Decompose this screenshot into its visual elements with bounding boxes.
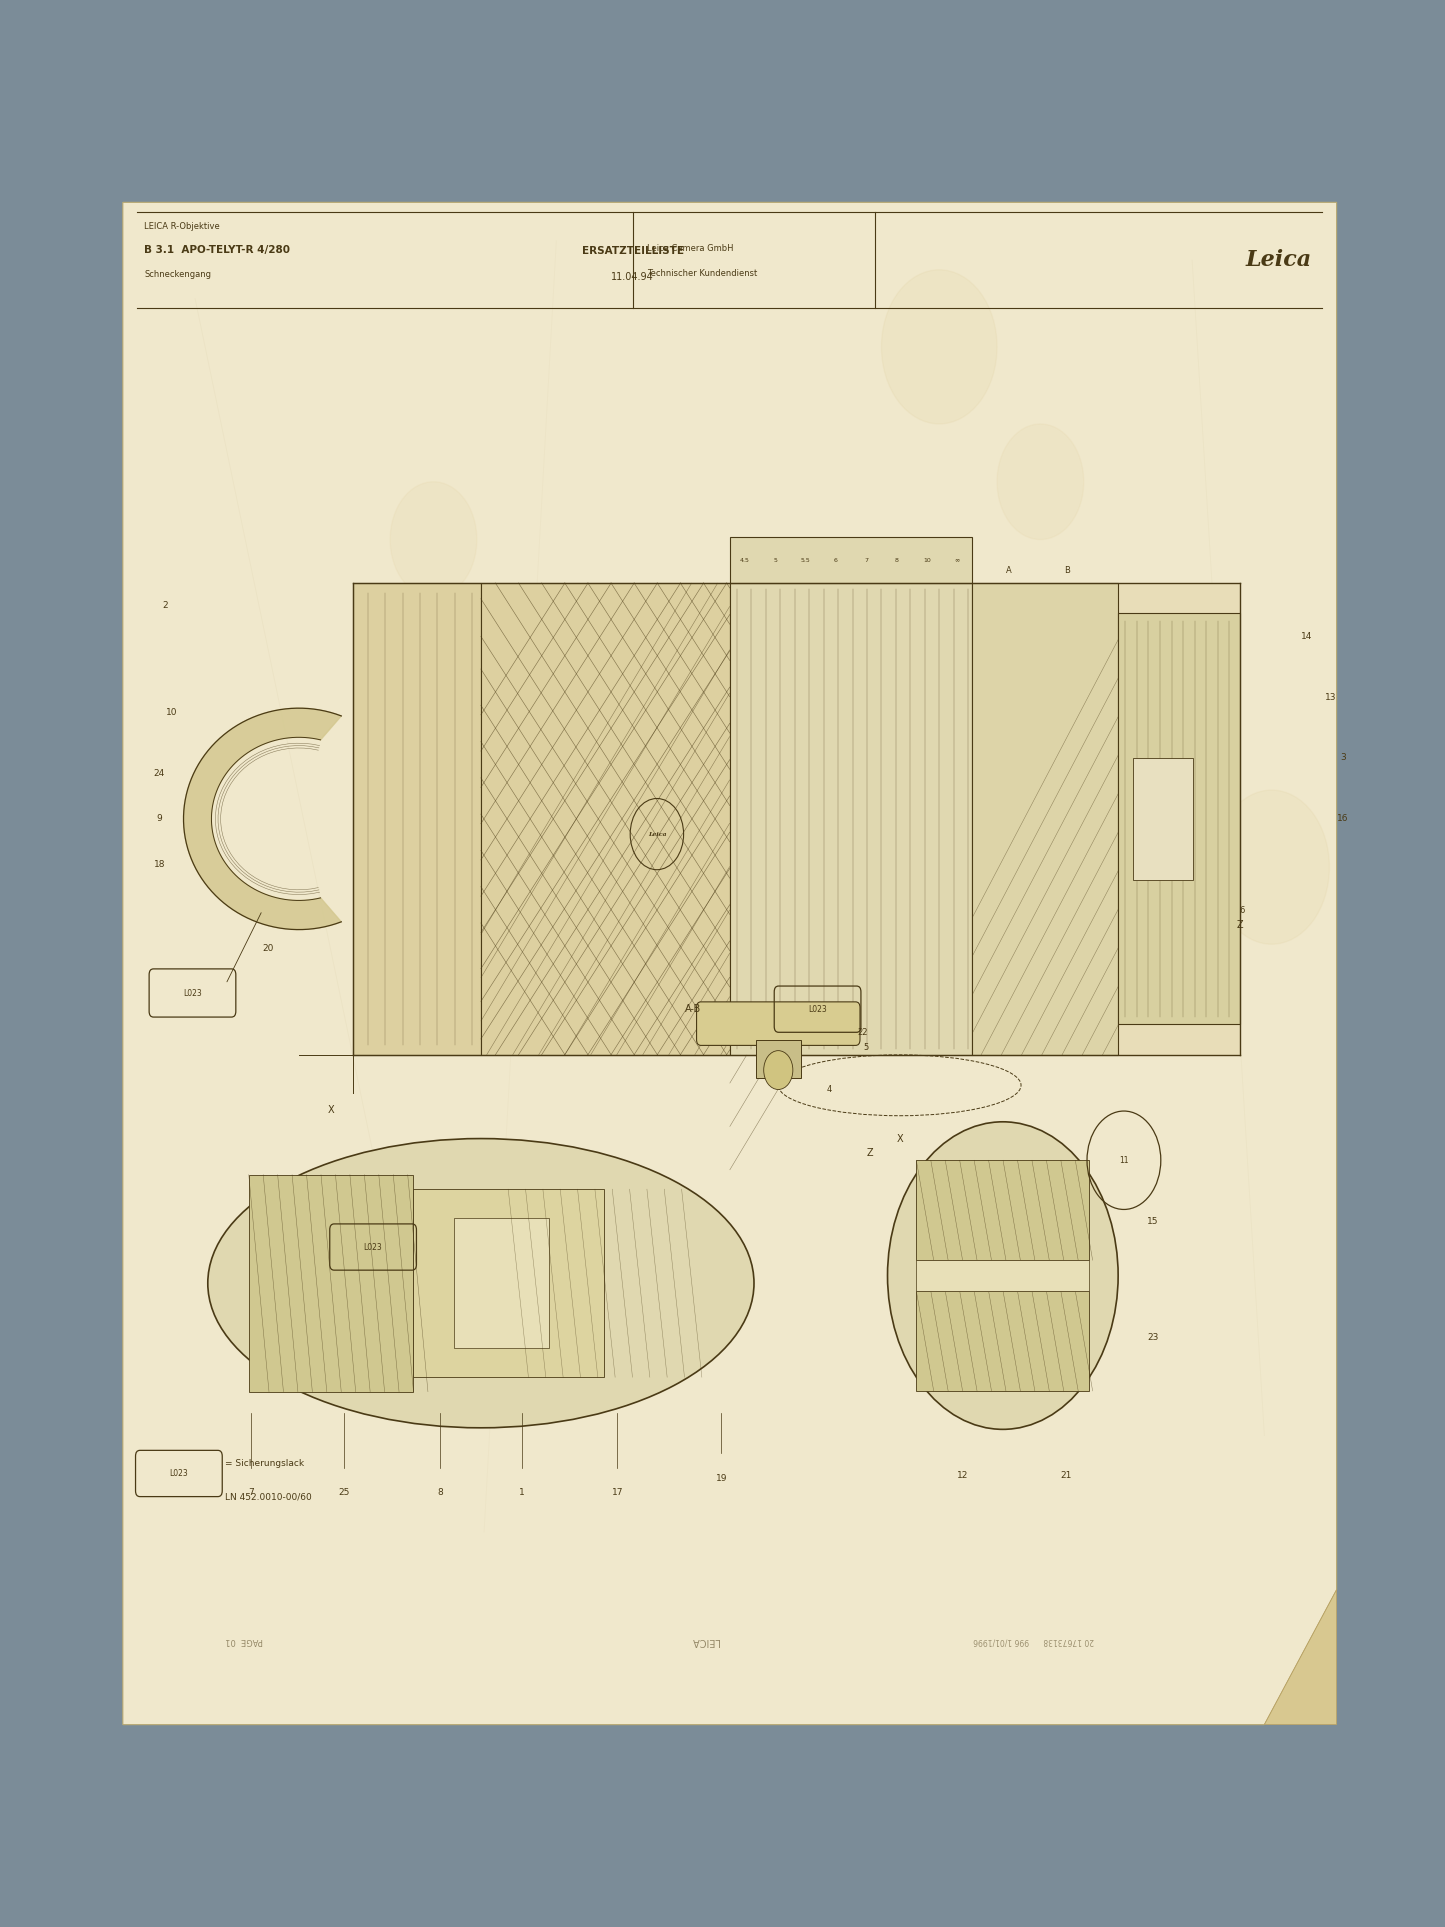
Bar: [1133, 757, 1194, 881]
Text: 6: 6: [1240, 906, 1246, 915]
Circle shape: [887, 1122, 1118, 1430]
Text: 4.5: 4.5: [740, 557, 750, 563]
Text: Schneckengang: Schneckengang: [144, 270, 211, 279]
Text: LN 452.0010-00/60: LN 452.0010-00/60: [225, 1491, 312, 1501]
Text: B 3.1  APO-TELYT-R 4/280: B 3.1 APO-TELYT-R 4/280: [144, 245, 290, 254]
Text: Z: Z: [1237, 921, 1243, 931]
Text: Leica: Leica: [647, 832, 666, 836]
Text: 3: 3: [1340, 753, 1345, 763]
Text: 1: 1: [519, 1488, 525, 1497]
Bar: [249, 1175, 413, 1391]
Polygon shape: [1264, 1590, 1337, 1725]
Circle shape: [390, 482, 477, 597]
Text: 5.5: 5.5: [801, 557, 811, 563]
Bar: [916, 1291, 1090, 1391]
Bar: [354, 582, 481, 1054]
Polygon shape: [184, 709, 341, 929]
Text: 17: 17: [611, 1488, 623, 1497]
Text: X: X: [328, 1104, 334, 1114]
Text: 16: 16: [1337, 815, 1348, 823]
Bar: [481, 582, 730, 1054]
Text: 19: 19: [715, 1474, 727, 1484]
Text: 6: 6: [834, 557, 838, 563]
Text: 20: 20: [263, 944, 275, 952]
Circle shape: [764, 1050, 793, 1089]
Text: 15: 15: [1147, 1218, 1159, 1226]
Text: 24: 24: [153, 769, 165, 779]
Bar: [756, 1041, 801, 1077]
Bar: [916, 1160, 1090, 1260]
Text: 7: 7: [864, 557, 868, 563]
Bar: [413, 1189, 604, 1378]
Text: X: X: [896, 1133, 903, 1143]
Bar: [972, 582, 1118, 1054]
Circle shape: [881, 270, 997, 424]
Text: 5: 5: [863, 1043, 868, 1052]
Text: 5: 5: [773, 557, 777, 563]
Text: ∞: ∞: [955, 557, 959, 563]
FancyBboxPatch shape: [696, 1002, 860, 1044]
Circle shape: [1214, 790, 1329, 944]
Text: 2: 2: [162, 601, 168, 611]
Text: L023: L023: [364, 1243, 383, 1251]
Text: Technischer Kundendienst: Technischer Kundendienst: [647, 270, 757, 277]
Text: L023: L023: [169, 1468, 188, 1478]
Text: 10: 10: [166, 707, 178, 717]
Polygon shape: [123, 202, 1337, 1725]
Text: 11.04.94: 11.04.94: [611, 272, 655, 283]
Bar: [1118, 613, 1240, 1025]
Circle shape: [997, 424, 1084, 540]
Text: LEICA R-Objektive: LEICA R-Objektive: [144, 222, 220, 231]
Text: L023: L023: [808, 1004, 827, 1014]
Text: 12: 12: [957, 1470, 968, 1480]
Text: 25: 25: [338, 1488, 350, 1497]
Text: 10: 10: [923, 557, 931, 563]
Text: B: B: [1064, 567, 1071, 576]
Text: LEICA: LEICA: [692, 1636, 720, 1646]
Text: 8: 8: [436, 1488, 442, 1497]
Text: Z: Z: [867, 1148, 874, 1158]
Text: 11: 11: [1120, 1156, 1129, 1164]
Text: 13: 13: [1325, 692, 1337, 701]
Text: 4: 4: [827, 1085, 832, 1095]
Text: 18: 18: [153, 859, 165, 869]
Text: 9: 9: [156, 815, 162, 823]
Text: L023: L023: [184, 989, 202, 998]
Text: 7: 7: [249, 1488, 254, 1497]
Text: 22: 22: [857, 1027, 867, 1037]
Text: = Sicherungslack: = Sicherungslack: [225, 1459, 305, 1468]
Text: A-B: A-B: [685, 1004, 701, 1014]
Bar: [916, 1260, 1090, 1291]
Text: 14: 14: [1300, 632, 1312, 640]
Text: 20 17673138      996 1/01/1996: 20 17673138 996 1/01/1996: [972, 1636, 1094, 1646]
Text: 21: 21: [1061, 1470, 1072, 1480]
Bar: [730, 538, 972, 582]
Text: PAGE  01: PAGE 01: [225, 1636, 263, 1646]
Ellipse shape: [208, 1139, 754, 1428]
Bar: [730, 582, 972, 1054]
Text: Leica: Leica: [1246, 249, 1312, 272]
Text: 23: 23: [1147, 1333, 1159, 1341]
Text: 8: 8: [894, 557, 899, 563]
Bar: [454, 1218, 549, 1349]
Text: Leica Camera GmbH: Leica Camera GmbH: [647, 245, 734, 252]
Bar: [354, 582, 1240, 1054]
Text: ERSATZTEILLISTE: ERSATZTEILLISTE: [582, 245, 683, 256]
Text: A: A: [1006, 567, 1011, 576]
